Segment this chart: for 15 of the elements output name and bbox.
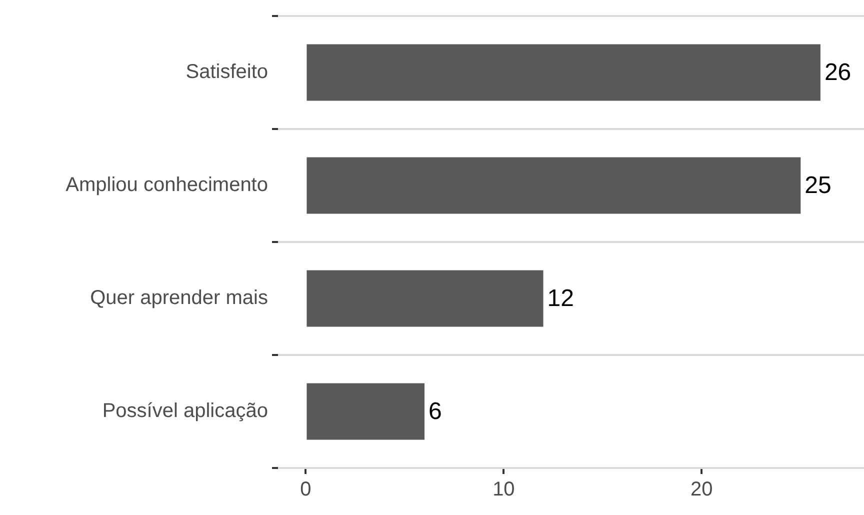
y-tick-label: Ampliou conhecimento xyxy=(66,174,268,196)
bar xyxy=(306,157,801,214)
x-tick-label: 20 xyxy=(690,478,713,501)
bar xyxy=(306,270,544,327)
y-tick-label: Satisfeito xyxy=(186,61,268,84)
data-label: 25 xyxy=(804,172,832,200)
y-tick-label: Quer aprender mais xyxy=(90,287,268,310)
data-label: 6 xyxy=(428,398,442,426)
bar xyxy=(306,383,424,440)
x-tick-label: 0 xyxy=(300,478,312,501)
y-tick-label: Possível aplicação xyxy=(102,400,268,422)
data-label: 26 xyxy=(824,59,852,86)
data-label: 12 xyxy=(547,285,574,312)
bar xyxy=(306,44,820,101)
x-tick-label: 10 xyxy=(492,478,515,501)
